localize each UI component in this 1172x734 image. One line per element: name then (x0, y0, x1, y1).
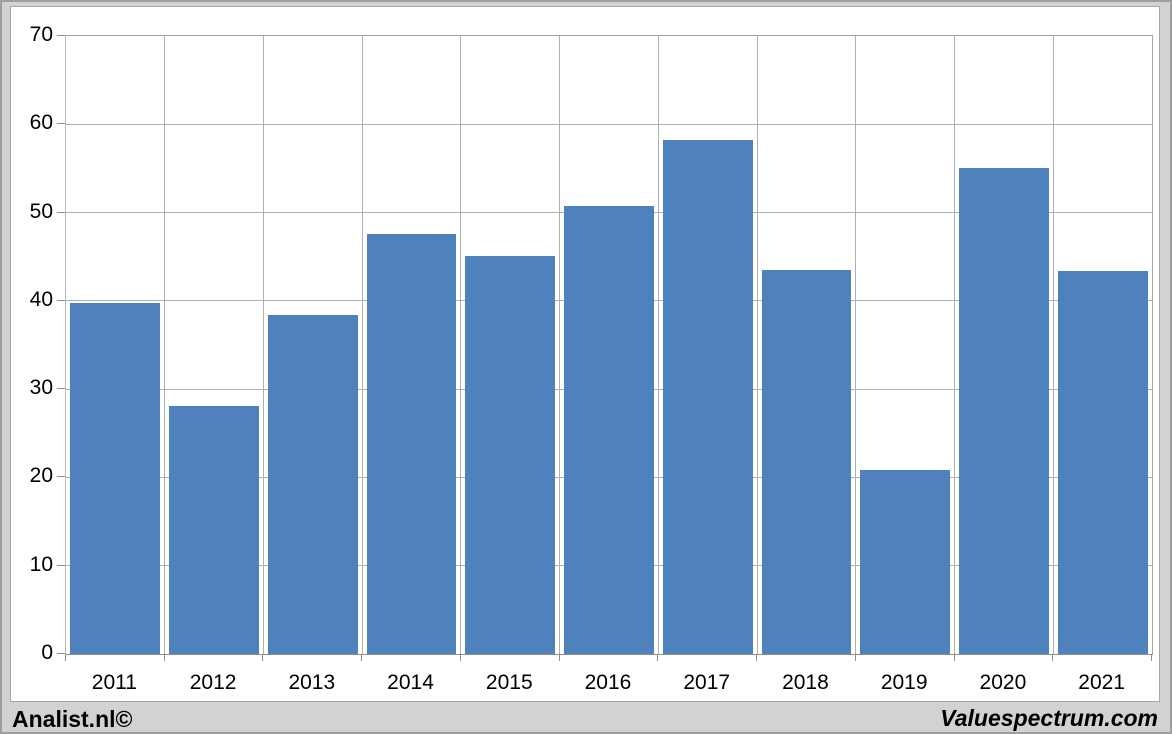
x-tick-label-2020: 2020 (979, 671, 1027, 694)
bar-2021 (1057, 270, 1148, 654)
x-tick-mark-0 (65, 654, 66, 661)
x-tick-mark-2 (262, 654, 264, 661)
bar-2012 (169, 405, 259, 654)
y-tick-label-40: 40 (29, 287, 53, 311)
x-tick-mark-5 (558, 654, 560, 661)
v-gridline-5 (559, 36, 561, 654)
y-tick-label-10: 10 (29, 552, 53, 576)
y-tick-mark-20 (57, 476, 65, 478)
bar-2013 (267, 314, 358, 654)
v-gridline-2 (262, 36, 264, 654)
y-tick-label-60: 60 (29, 111, 53, 135)
x-tick-label-2013: 2013 (288, 671, 336, 694)
bar-2011 (70, 302, 161, 654)
x-tick-label-2021: 2021 (1078, 671, 1125, 694)
v-gridline-9 (954, 36, 956, 654)
x-tick-mark-1 (163, 654, 165, 661)
v-gridline-1 (164, 36, 166, 654)
footer-brand-analist: Analist.nl© (12, 706, 133, 732)
x-tick-label-2015: 2015 (485, 671, 533, 694)
x-tick-mark-8 (854, 654, 856, 661)
x-tick-mark-9 (953, 654, 955, 661)
x-tick-label-2017: 2017 (683, 671, 731, 694)
y-tick-label-50: 50 (29, 199, 53, 223)
y-tick-mark-10 (57, 564, 65, 566)
v-gridline-8 (855, 36, 857, 654)
x-tick-label-2018: 2018 (782, 671, 829, 694)
v-gridline-7 (756, 36, 758, 654)
h-gridline-60 (66, 123, 1152, 125)
bar-2018 (761, 269, 852, 654)
v-gridline-10 (1052, 36, 1054, 654)
x-tick-label-2014: 2014 (387, 671, 434, 694)
y-tick-mark-30 (57, 388, 65, 390)
footer-brand-valuespectrum: Valuespectrum.com (940, 705, 1158, 731)
v-gridline-3 (361, 36, 363, 654)
plot-area (65, 35, 1153, 655)
y-tick-mark-50 (57, 211, 65, 213)
y-tick-mark-40 (57, 299, 65, 301)
y-tick-mark-0 (57, 653, 65, 654)
v-gridline-6 (657, 36, 659, 654)
x-tick-label-2016: 2016 (584, 671, 632, 694)
y-tick-mark-60 (57, 123, 65, 125)
bar-2015 (465, 255, 556, 654)
x-tick-label-2019: 2019 (880, 671, 928, 694)
x-tick-label-2011: 2011 (91, 671, 137, 694)
x-tick-mark-10 (1052, 654, 1054, 661)
x-tick-mark-6 (657, 654, 659, 661)
x-tick-mark-11 (1151, 654, 1152, 661)
bar-2014 (366, 233, 457, 654)
v-gridline-4 (460, 36, 462, 654)
x-tick-mark-7 (756, 654, 758, 661)
bar-2020 (958, 168, 1049, 654)
y-tick-label-70: 70 (29, 23, 53, 46)
x-tick-mark-4 (459, 654, 461, 661)
bar-2019 (860, 470, 951, 654)
bar-2016 (564, 206, 654, 654)
y-tick-label-20: 20 (29, 464, 53, 488)
y-tick-label-30: 30 (29, 376, 53, 400)
chart-area: 0 10 20 30 40 50 60 70 2011 2012 2013 2014 2015 2016… (10, 6, 1160, 702)
x-tick-label-2012: 2012 (189, 671, 237, 694)
x-tick-mark-3 (361, 654, 363, 661)
y-tick-label-0: 0 (41, 641, 53, 664)
y-tick-mark-70 (57, 35, 65, 36)
bar-2017 (662, 140, 753, 654)
